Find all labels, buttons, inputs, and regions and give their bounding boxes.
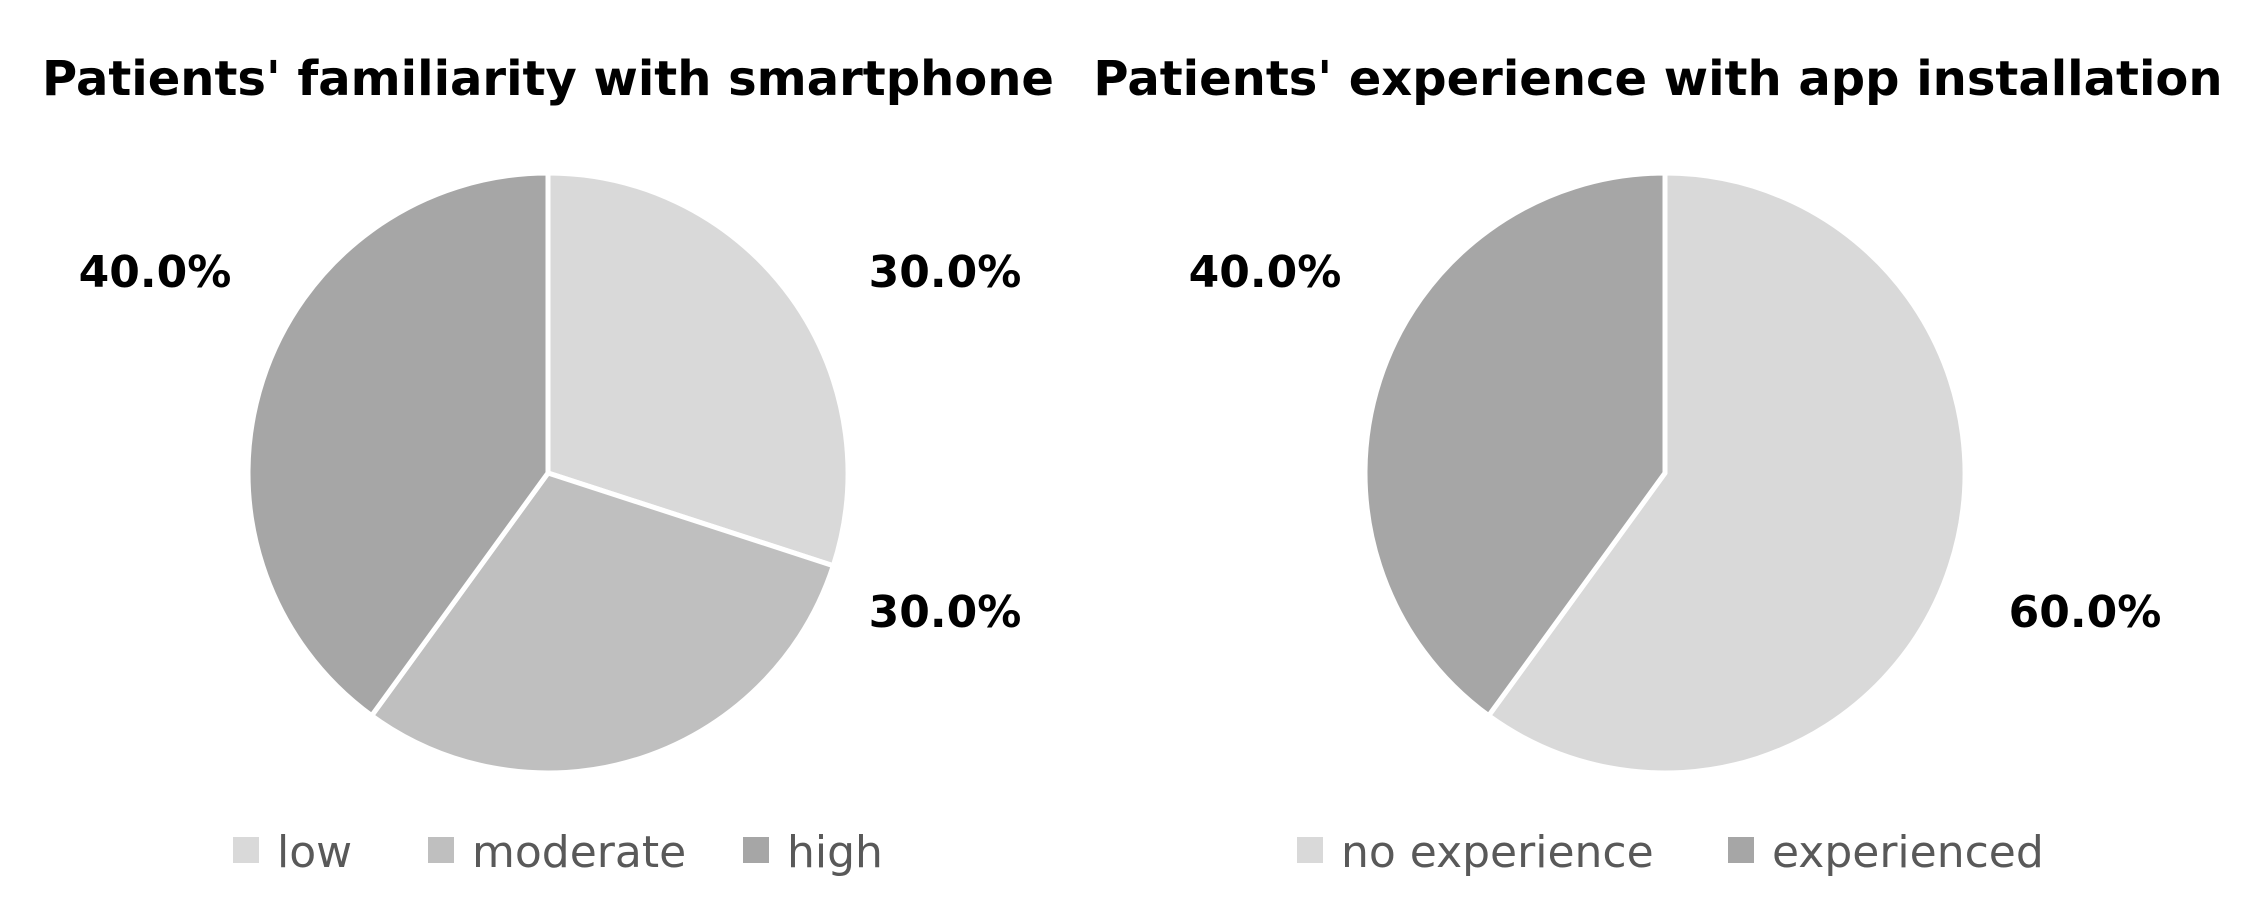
pie-slice-moderate — [369, 470, 836, 776]
legend-label: low — [277, 827, 352, 878]
data-label: 30.0% — [869, 587, 1022, 638]
data-label: 40.0% — [1189, 247, 1342, 298]
data-label: 40.0% — [79, 247, 232, 298]
legend-label: no experience — [1341, 827, 1654, 878]
pie-slices — [245, 170, 851, 776]
legend-swatch — [1297, 837, 1323, 863]
legend: low moderate high — [233, 827, 883, 878]
chart-familiarity: Patients' familiarity with smartphone 30… — [42, 51, 1054, 878]
legend: no experience experienced — [1297, 827, 2044, 878]
chart-title: Patients' familiarity with smartphone — [42, 51, 1054, 107]
pie-slice-experienced — [1362, 170, 1668, 719]
legend-swatch — [233, 837, 259, 863]
pie-slices — [1362, 170, 1968, 776]
legend-swatch — [743, 837, 769, 863]
legend-label: experienced — [1772, 827, 2044, 878]
pie-slice-high — [245, 170, 551, 719]
legend-swatch — [428, 837, 454, 863]
data-label: 30.0% — [869, 247, 1022, 298]
data-labels: 60.0% 40.0% — [1189, 247, 2162, 638]
data-labels: 30.0% 30.0% 40.0% — [79, 247, 1022, 638]
legend-swatch — [1728, 837, 1754, 863]
chart-title: Patients' experience with app installati… — [1093, 51, 2222, 107]
data-label: 60.0% — [2009, 587, 2162, 638]
pie-slice-no-experience — [1486, 170, 1968, 776]
chart-app-installation: Patients' experience with app installati… — [1093, 51, 2222, 878]
legend-label: moderate — [472, 827, 686, 878]
legend-label: high — [787, 827, 883, 878]
pie-slice-low — [545, 170, 851, 569]
